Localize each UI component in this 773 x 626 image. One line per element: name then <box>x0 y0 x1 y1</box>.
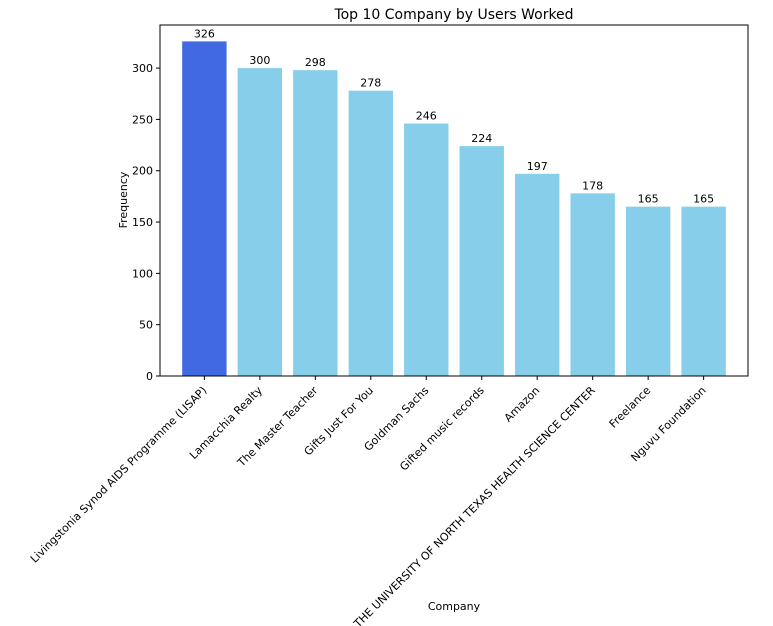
y-tick-label: 150 <box>132 216 153 229</box>
bar <box>348 90 393 377</box>
x-tick-label: Livingstonia Synod AIDS Programme (LISAP… <box>28 384 210 566</box>
bar <box>293 70 338 376</box>
data-label: 224 <box>471 132 492 145</box>
bar <box>515 173 560 376</box>
bar <box>237 68 283 377</box>
plot-frame <box>159 24 749 377</box>
y-tick-label: 0 <box>146 370 153 383</box>
data-label: 298 <box>305 56 326 69</box>
x-axis-title: Company <box>428 600 481 613</box>
y-axis-title: Frequency <box>117 171 130 228</box>
data-label: 300 <box>249 54 270 67</box>
data-label: 326 <box>194 27 215 40</box>
bar <box>404 123 449 377</box>
bar <box>570 193 615 376</box>
chart-title: Top 10 Company by Users Worked <box>333 7 573 23</box>
data-label: 197 <box>527 160 548 173</box>
x-tick-label: Amazon <box>502 384 543 425</box>
bar <box>459 146 504 376</box>
data-label: 278 <box>360 77 381 90</box>
bar <box>625 206 671 376</box>
bar <box>182 41 227 376</box>
plot-area: 326 Livingstonia Synod AIDS Programme (LI… <box>28 24 749 626</box>
data-label: 165 <box>693 193 714 206</box>
data-label: 165 <box>638 193 659 206</box>
y-tick-label: 300 <box>132 62 153 75</box>
y-tick-label: 50 <box>139 319 153 332</box>
bar <box>681 206 726 376</box>
x-tick-label: Freelance <box>607 384 654 431</box>
data-label: 246 <box>416 110 437 123</box>
y-tick-label: 200 <box>132 165 153 178</box>
y-tick-label: 250 <box>132 113 153 126</box>
y-tick-label: 100 <box>132 267 153 280</box>
data-label: 178 <box>582 179 603 192</box>
